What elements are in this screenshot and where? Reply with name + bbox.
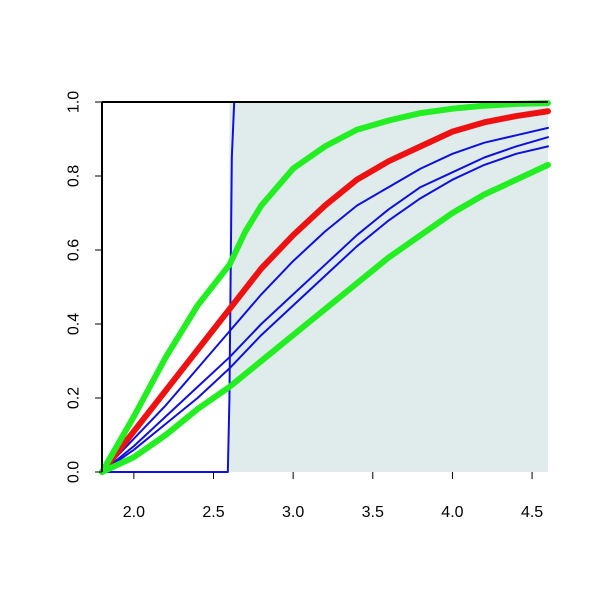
x-tick-label-5: 4.5 [521,504,543,521]
x-tick-label-1: 2.5 [202,504,224,521]
x-tick-label-3: 3.5 [362,504,384,521]
y-tick-label-3: 0.6 [66,239,83,261]
y-tick-label-5: 1.0 [66,91,83,113]
x-tick-label-4: 4.0 [441,504,463,521]
shade-layer [229,102,548,472]
x-tick-label-2: 3.0 [282,504,304,521]
series-line-blue-2 [101,136,549,473]
shaded-region [229,102,548,472]
x-tick-label-0: 2.0 [123,504,145,521]
series-layer [99,100,551,475]
series-line-green-6 [99,161,551,475]
y-tick-label-1: 0.2 [66,387,83,409]
y-tick-label-2: 0.4 [66,313,83,335]
series-line-blue-3 [101,145,549,473]
y-tick-label-4: 0.8 [66,165,83,187]
axes-layer: 0.0 0.2 0.4 0.6 0.8 1.0 2.0 2.5 3.0 3.5 4.0 4.5 [66,91,548,521]
y-tick-label-0: 0.0 [66,461,83,483]
series-line-green-5 [99,100,551,475]
series-line-red-4 [99,108,551,475]
series-line-blue-1 [101,126,549,473]
